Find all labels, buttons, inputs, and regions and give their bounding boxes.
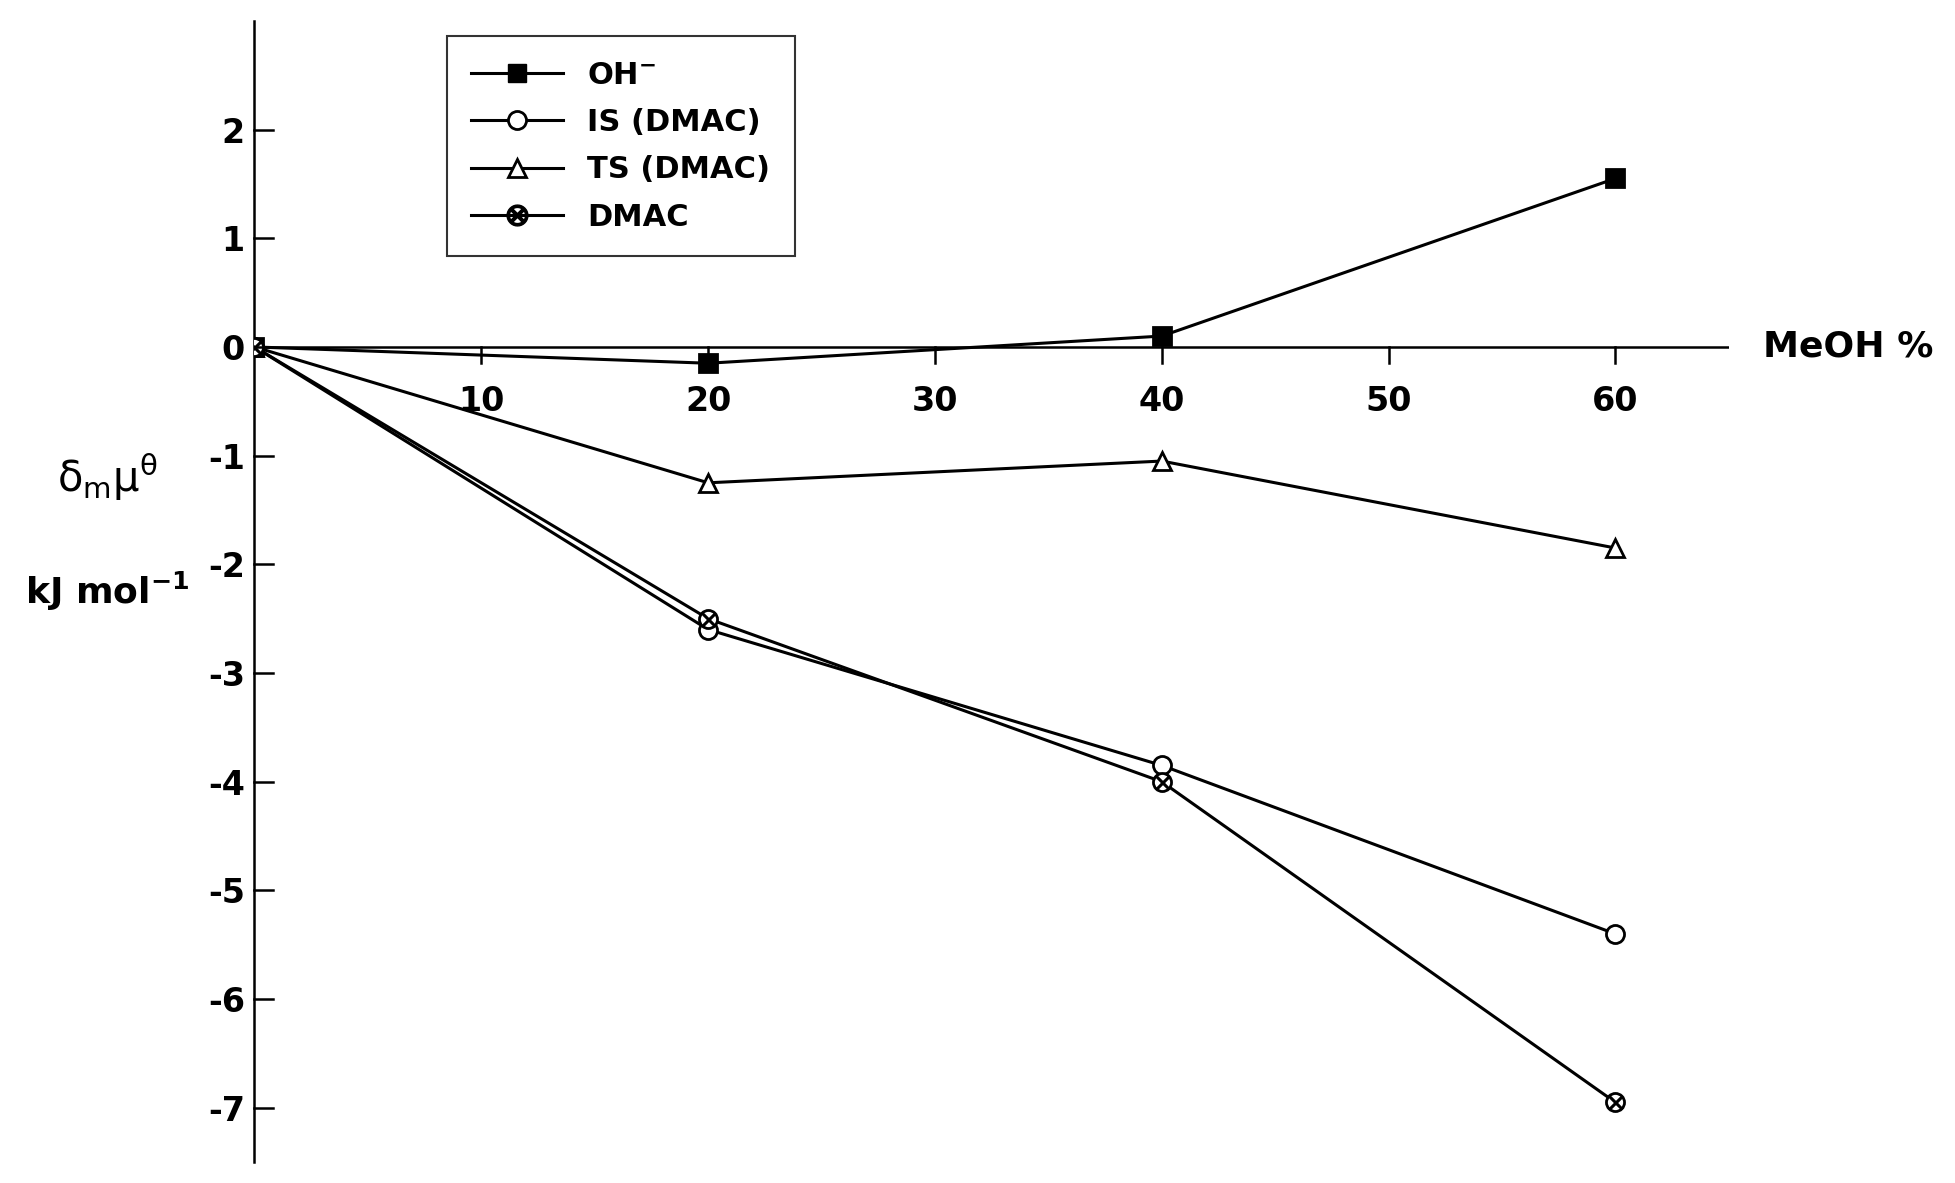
Text: 30: 30 (911, 384, 958, 418)
Text: $\delta_m\mu^\theta$: $\delta_m\mu^\theta$ (57, 451, 156, 504)
Text: 50: 50 (1365, 384, 1412, 418)
Text: 10: 10 (457, 384, 504, 418)
Text: 40: 40 (1138, 384, 1185, 418)
Text: 20: 20 (684, 384, 731, 418)
Legend: OH$^{-}$, IS (DMAC), TS (DMAC), DMAC: OH$^{-}$, IS (DMAC), TS (DMAC), DMAC (446, 37, 794, 256)
Text: 60: 60 (1591, 384, 1638, 418)
Text: MeOH %: MeOH % (1763, 330, 1933, 364)
Text: kJ mol$^{-1}$: kJ mol$^{-1}$ (25, 570, 190, 613)
